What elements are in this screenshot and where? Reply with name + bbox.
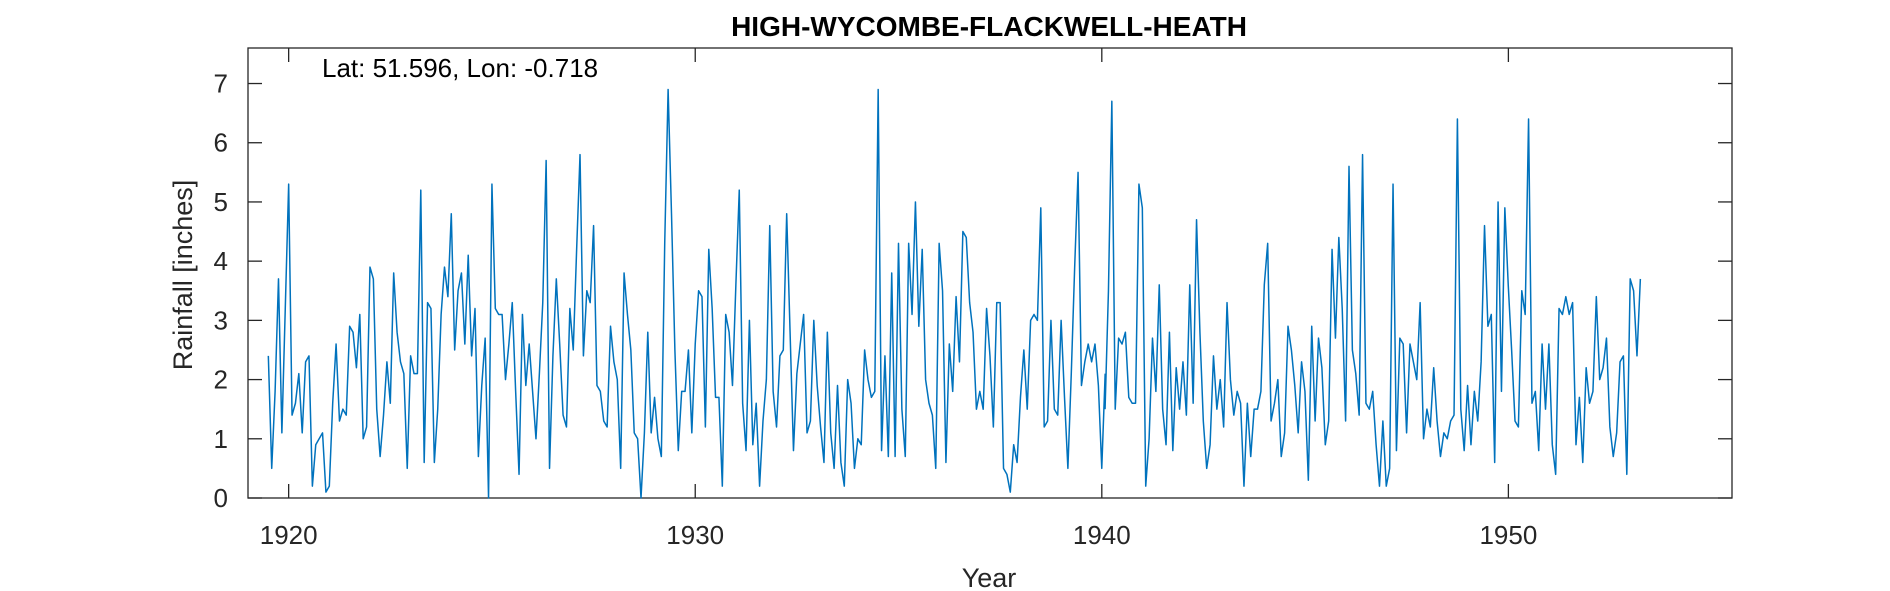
y-axis-label: Rainfall [inches] — [168, 180, 198, 371]
y-tick-label: 3 — [214, 305, 228, 335]
rainfall-series-line — [267, 88, 1106, 499]
x-tick-label: 1920 — [260, 520, 318, 550]
x-axis-ticks: 1920 1930 1940 1950 — [260, 48, 1537, 550]
rainfall-series-line — [1104, 100, 1642, 487]
x-tick-label: 1940 — [1073, 520, 1131, 550]
x-tick-label: 1930 — [666, 520, 724, 550]
y-tick-label: 4 — [214, 246, 228, 276]
y-tick-label: 2 — [214, 365, 228, 395]
y-tick-label: 6 — [214, 128, 228, 158]
series-group — [267, 88, 1642, 499]
y-tick-label: 0 — [214, 483, 228, 513]
x-axis-label: Year — [962, 563, 1017, 591]
y-axis-ticks: 0 1 2 3 4 5 6 7 — [214, 69, 1732, 513]
x-tick-label: 1950 — [1479, 520, 1537, 550]
location-annotation: Lat: 51.596, Lon: -0.718 — [322, 53, 598, 83]
y-tick-label: 1 — [214, 424, 228, 454]
y-tick-label: 7 — [214, 69, 228, 99]
plot-frame — [247, 47, 1733, 499]
y-tick-label: 5 — [214, 187, 228, 217]
chart-title: HIGH-WYCOMBE-FLACKWELL-HEATH — [731, 11, 1247, 42]
plot-area-box — [247, 47, 1733, 499]
